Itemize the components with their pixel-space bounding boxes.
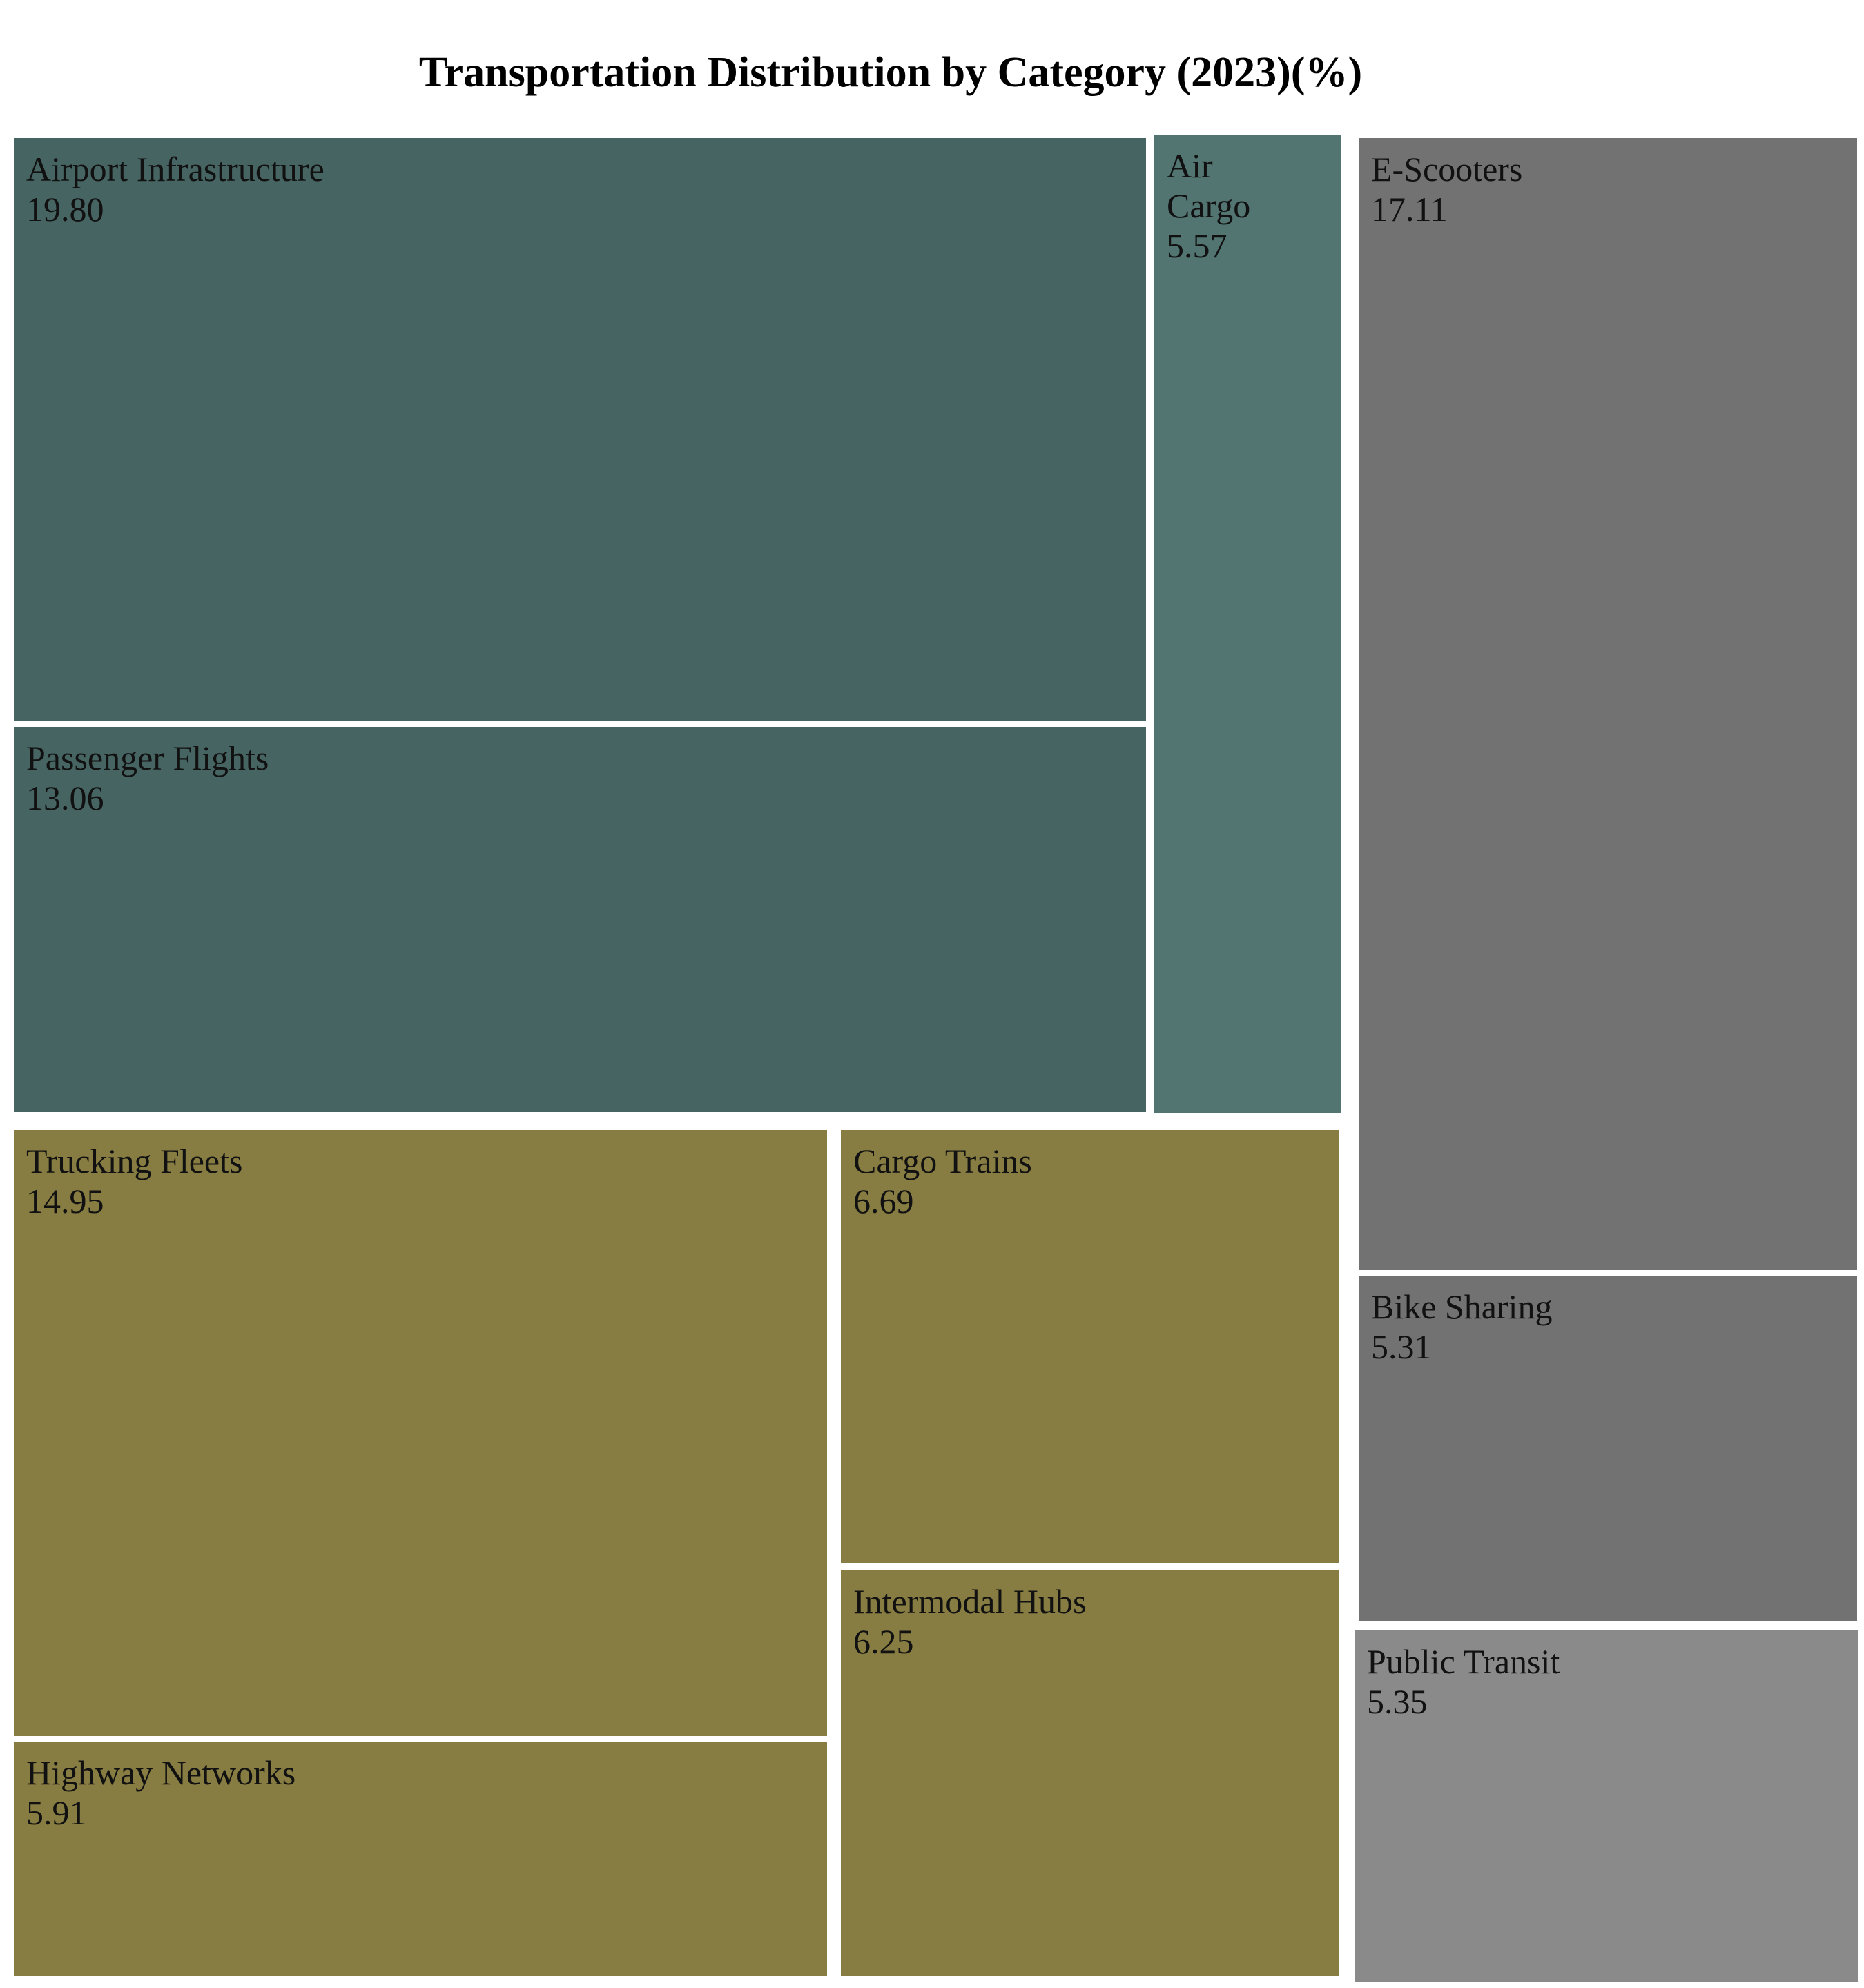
- tile-value: 5.31: [1371, 1327, 1432, 1366]
- treemap-tile-passenger-flights: Passenger Flights 13.06: [14, 727, 1146, 1112]
- tile-value: 5.35: [1367, 1682, 1428, 1721]
- tile-label: Intermodal Hubs: [853, 1582, 1087, 1621]
- tile-value: 6.25: [853, 1622, 914, 1661]
- tile-value: 13.06: [26, 779, 104, 817]
- treemap-tile-air-cargo: Air Cargo 5.57: [1154, 135, 1341, 1113]
- treemap-tile-public-transit: Public Transit 5.35: [1355, 1630, 1858, 1982]
- tile-label: Passenger Flights: [26, 739, 269, 777]
- treemap-tile-intermodal-hubs: Intermodal Hubs 6.25: [841, 1570, 1339, 1976]
- tile-value: 5.57: [1167, 226, 1227, 265]
- tile-label: E-Scooters: [1371, 150, 1523, 188]
- tile-label: Bike Sharing: [1371, 1287, 1553, 1326]
- tile-label: Trucking Fleets: [26, 1142, 243, 1180]
- treemap-tile-trucking-fleets: Trucking Fleets 14.95: [14, 1130, 827, 1736]
- tile-value: 6.69: [853, 1182, 914, 1220]
- treemap-tile-highway-networks: Highway Networks 5.91: [14, 1742, 827, 1976]
- tile-value: 17.11: [1371, 190, 1448, 228]
- treemap-tile-bike-sharing: Bike Sharing 5.31: [1359, 1276, 1857, 1621]
- tile-value: 14.95: [26, 1182, 104, 1220]
- tile-label: Highway Networks: [26, 1753, 296, 1792]
- tile-label: Air Cargo: [1167, 146, 1251, 225]
- tile-value: 19.80: [26, 190, 104, 228]
- chart-title: Transportation Distribution by Category …: [418, 49, 1363, 96]
- treemap-tile-cargo-trains: Cargo Trains 6.69: [841, 1130, 1339, 1563]
- treemap-tile-airport-infrastructure: Airport Infrastructure 19.80: [14, 138, 1146, 721]
- treemap-tile-e-scooters: E-Scooters 17.11: [1359, 138, 1857, 1270]
- tile-label: Airport Infrastructure: [26, 150, 324, 188]
- tile-label: Public Transit: [1367, 1642, 1560, 1681]
- tile-label: Cargo Trains: [853, 1142, 1032, 1180]
- tile-value: 5.91: [26, 1793, 87, 1832]
